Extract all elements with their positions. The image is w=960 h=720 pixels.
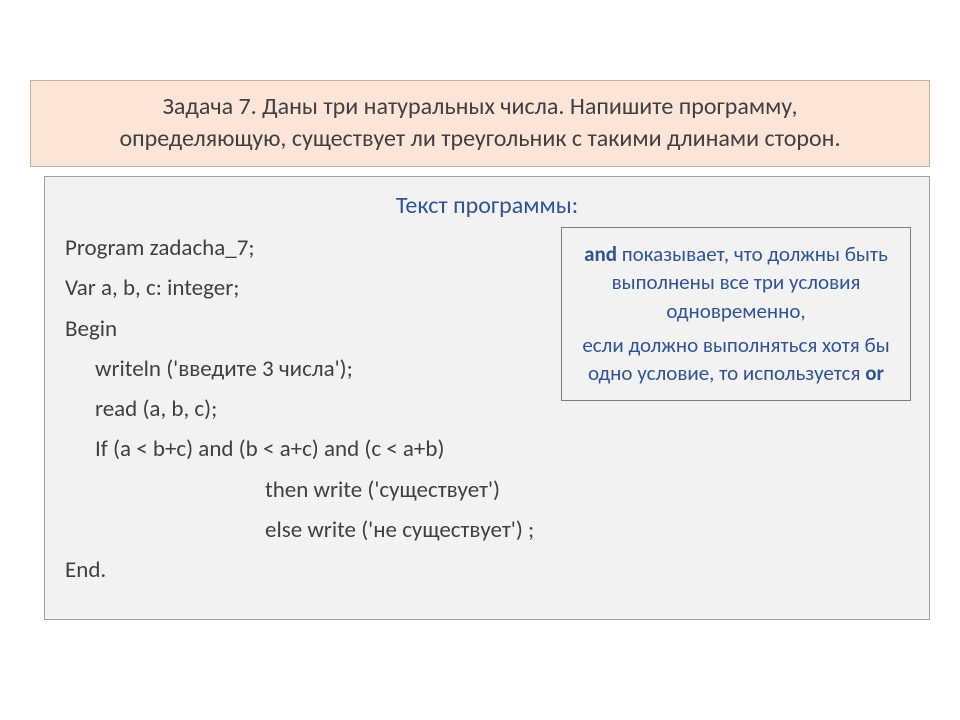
code-line: else write ('не существует') ; [65,510,909,550]
keyword-and: and [584,241,617,267]
note-text: показывает, что должны быть выполнены вс… [612,241,888,324]
code-line: If (a < b+c) and (b < a+c) and (c < a+b) [65,429,909,469]
note-text: если должно выполняться хотя бы одно усл… [582,332,889,386]
note-paragraph-2: если должно выполняться хотя бы одно усл… [576,331,896,388]
code-line: End. [65,550,909,590]
program-title: Текст программы: [65,191,909,220]
code-line: then write ('существует') [65,470,909,510]
keyword-or: or [865,360,884,386]
task-line-2: определяющую, существует ли треугольник … [51,123,909,155]
note-box: and показывает, что должны быть выполнен… [561,227,911,401]
task-line-1: Задача 7. Даны три натуральных числа. На… [51,91,909,123]
task-box: Задача 7. Даны три натуральных числа. На… [30,80,930,167]
note-paragraph-1: and показывает, что должны быть выполнен… [576,240,896,325]
program-box: Текст программы: Program zadacha_7; Var … [44,176,930,620]
